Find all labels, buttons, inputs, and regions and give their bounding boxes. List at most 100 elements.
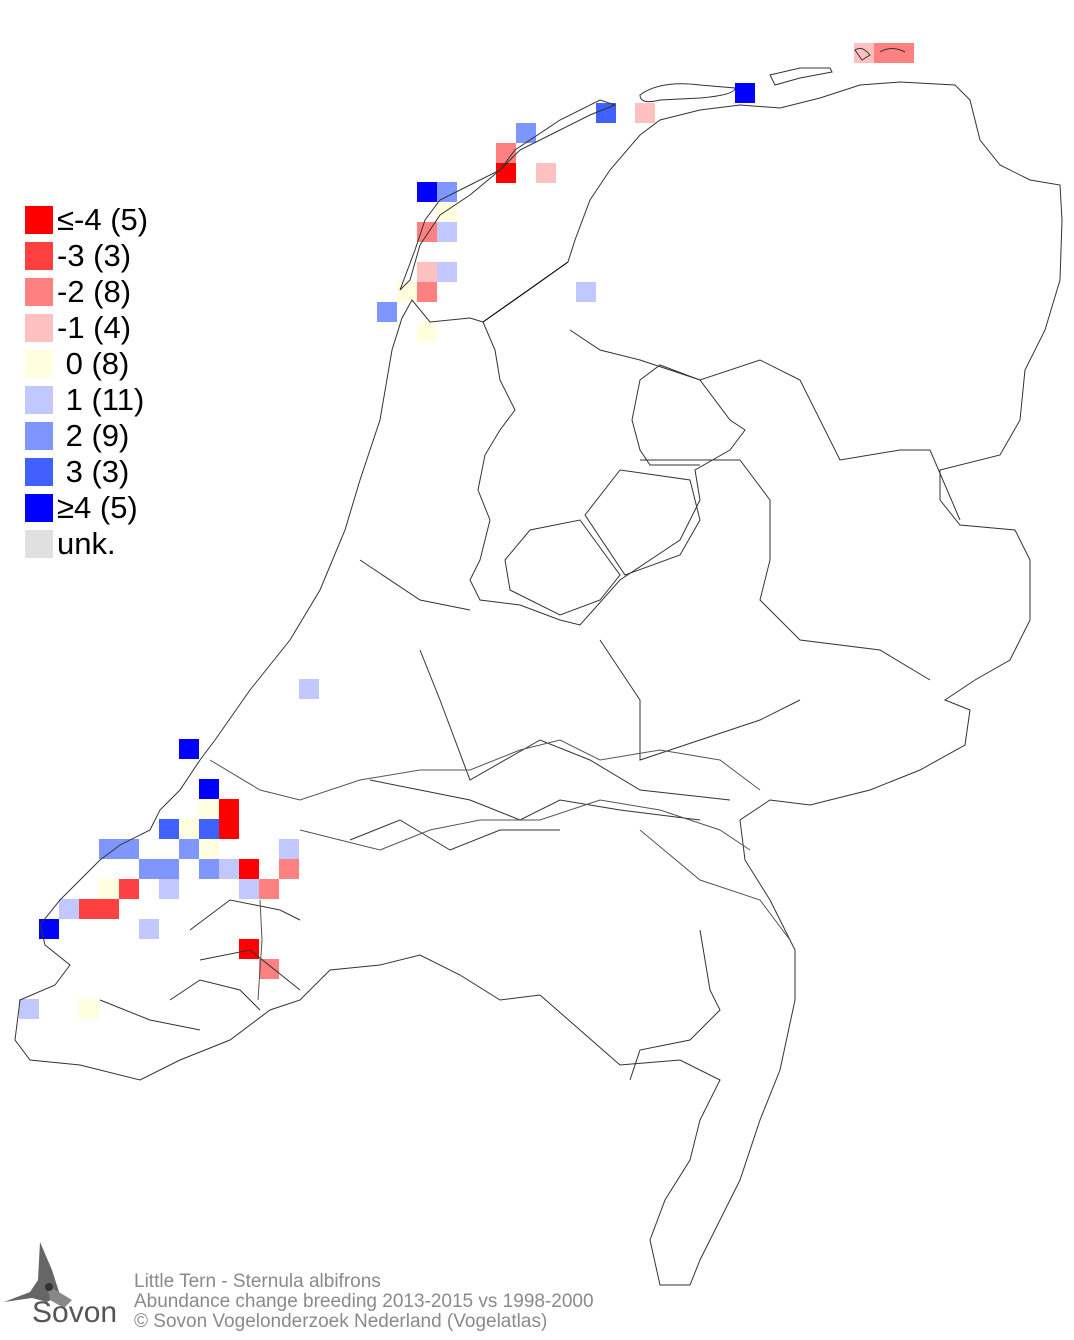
grid-cell	[139, 919, 159, 939]
legend-swatch	[25, 422, 53, 450]
grid-cell	[39, 919, 59, 939]
legend-swatch	[25, 242, 53, 270]
grid-cell	[516, 123, 536, 143]
grid-cell	[159, 819, 179, 839]
legend-label: 3 (3)	[57, 454, 130, 489]
grid-cell	[377, 302, 397, 322]
grid-cell	[279, 839, 299, 859]
grid-cell	[199, 779, 219, 799]
legend-item: 0 (8)	[25, 346, 148, 382]
grid-cell	[259, 959, 279, 979]
legend-item: 3 (3)	[25, 454, 148, 490]
legend: ≤-4 (5) -3 (3) -2 (8) -1 (4) 0 (8) 1 (11…	[25, 202, 148, 562]
grid-cell	[99, 839, 119, 859]
grid-cell	[199, 799, 219, 819]
legend-label: ≤-4 (5)	[57, 202, 149, 237]
grid-cell	[536, 163, 556, 183]
legend-label: -3 (3)	[57, 238, 132, 273]
legend-swatch	[25, 206, 53, 234]
map-caption: Little Tern - Sternula albifrons Abundan…	[134, 1272, 594, 1332]
grid-cell	[239, 859, 259, 879]
copyright: © Sovon Vogelonderzoek Nederland (Vogela…	[134, 1311, 548, 1332]
grid-cell	[239, 939, 259, 959]
grid-cell	[179, 839, 199, 859]
grid-cells	[19, 43, 914, 1019]
species-title: Little Tern - Sternula albifrons	[134, 1271, 381, 1292]
country-outline	[14, 81, 1063, 1286]
grid-cell	[239, 879, 259, 899]
legend-label: 0 (8)	[57, 346, 130, 381]
legend-item: unk.	[25, 526, 148, 562]
legend-label: 2 (9)	[57, 418, 130, 453]
grid-cell	[437, 222, 457, 242]
legend-swatch	[25, 350, 53, 378]
rivers	[209, 739, 791, 1001]
grid-cell	[299, 679, 319, 699]
legend-swatch	[25, 386, 53, 414]
grid-cell	[179, 739, 199, 759]
legend-label: ≥4 (5)	[57, 490, 138, 525]
grid-cell	[279, 859, 299, 879]
grid-cell	[199, 839, 219, 859]
legend-label: -2 (8)	[57, 274, 132, 309]
legend-label: 1 (11)	[57, 382, 145, 417]
grid-cell	[99, 879, 119, 899]
flevoland	[504, 469, 701, 616]
grid-cell	[576, 282, 596, 302]
grid-cell	[159, 859, 179, 879]
afsluitdijk	[482, 261, 569, 323]
map-outlines	[14, 47, 1063, 1286]
grid-cell	[219, 799, 239, 819]
legend-item: -1 (4)	[25, 310, 148, 346]
grid-cell	[59, 899, 79, 919]
grid-cell	[219, 859, 239, 879]
legend-swatch	[25, 458, 53, 486]
legend-swatch	[25, 494, 53, 522]
grid-cell	[417, 322, 437, 342]
grid-cell	[119, 879, 139, 899]
legend-label: -1 (4)	[57, 310, 132, 345]
grid-cell	[139, 859, 159, 879]
grid-cell	[119, 839, 139, 859]
grid-cell	[199, 819, 219, 839]
legend-swatch	[25, 530, 53, 558]
grid-cell	[635, 103, 655, 123]
grid-cell	[79, 899, 99, 919]
wadden-islands	[399, 47, 906, 291]
grid-cell	[259, 879, 279, 899]
grid-cell	[199, 859, 219, 879]
grid-cell	[417, 222, 437, 242]
grid-cell	[397, 282, 417, 302]
grid-cell	[894, 43, 914, 63]
grid-cell	[19, 999, 39, 1019]
sovon-swallow-logo-icon	[4, 1242, 72, 1308]
grid-cell	[179, 819, 199, 839]
ijsselmeer-shore	[469, 321, 746, 626]
legend-label: unk.	[57, 526, 116, 561]
legend-item: ≤-4 (5)	[25, 202, 148, 238]
grid-cell	[219, 819, 239, 839]
legend-item: -2 (8)	[25, 274, 148, 310]
province-borders	[99, 329, 961, 1081]
grid-cell	[99, 899, 119, 919]
grid-cell	[437, 203, 457, 223]
grid-cell	[417, 282, 437, 302]
grid-cell	[417, 182, 437, 202]
grid-cell	[437, 262, 457, 282]
legend-swatch	[25, 314, 53, 342]
grid-cell	[874, 43, 894, 63]
legend-item: ≥4 (5)	[25, 490, 148, 526]
grid-cell	[417, 262, 437, 282]
map-subtitle: Abundance change breeding 2013-2015 vs 1…	[134, 1291, 594, 1312]
grid-cell	[596, 103, 616, 123]
grid-cell	[496, 143, 516, 163]
sovon-logo-text: Sovon	[32, 1296, 118, 1329]
grid-cell	[79, 999, 99, 1019]
grid-cell	[735, 83, 755, 103]
legend-item: -3 (3)	[25, 238, 148, 274]
legend-item: 1 (11)	[25, 382, 148, 418]
legend-item: 2 (9)	[25, 418, 148, 454]
grid-cell	[496, 163, 516, 183]
grid-cell	[437, 182, 457, 202]
